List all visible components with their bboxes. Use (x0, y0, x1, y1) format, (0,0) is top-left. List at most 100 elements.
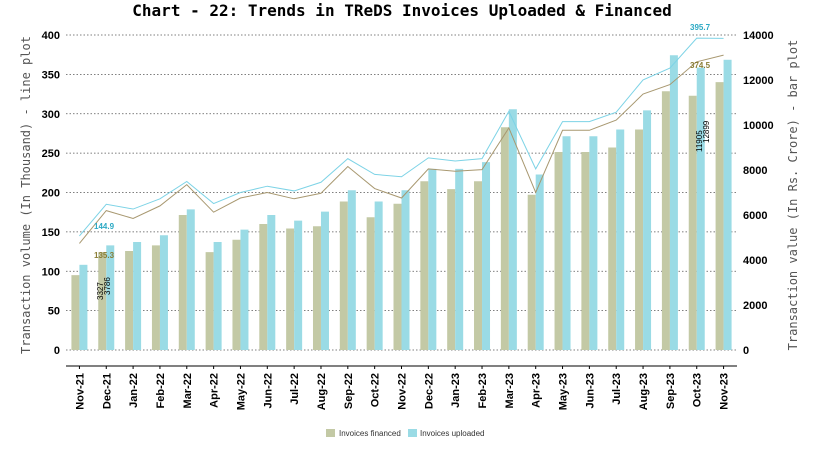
x-tick-label: Oct-22 (370, 373, 382, 407)
bar-financed (232, 239, 241, 350)
bar-layer (71, 55, 732, 351)
bar-uploaded (669, 55, 678, 350)
bar-uploaded (374, 201, 383, 350)
x-tick-label: Jan-23 (450, 373, 462, 408)
x-tick-label: Jan-22 (128, 373, 140, 408)
y-right-tick-label: 4000 (743, 255, 767, 267)
y-left-tick-label: 200 (42, 188, 60, 200)
y-right-tick-label: 6000 (743, 210, 767, 222)
bar-uploaded (643, 110, 652, 350)
last-line-financed-label: 374.5 (690, 61, 711, 70)
bar-uploaded (535, 174, 544, 350)
bar-financed (688, 95, 697, 350)
bar-financed (259, 224, 268, 350)
first-line-financed-label: 135.3 (94, 251, 115, 260)
bar-financed (500, 127, 509, 350)
bar-uploaded (106, 245, 115, 350)
legend-swatch-uploaded (408, 429, 417, 437)
bar-financed (151, 245, 160, 350)
bar-uploaded (455, 168, 464, 350)
x-tick-label: Apr-23 (531, 373, 543, 408)
x-tick-label: Apr-22 (209, 373, 221, 408)
y-left-tick-label: 100 (42, 266, 60, 278)
bar-uploaded (159, 235, 168, 350)
bar-uploaded (616, 129, 625, 350)
y-right-tick-label: 10000 (743, 120, 774, 132)
x-tick-label: Feb-22 (155, 373, 167, 408)
bar-financed (205, 252, 214, 350)
bar-financed (393, 203, 402, 350)
last-bar-uploaded-label: 12899 (702, 120, 711, 143)
x-tick-label: Feb-23 (477, 373, 489, 408)
first-line-uploaded-label: 144.9 (94, 222, 115, 231)
bar-uploaded (723, 59, 732, 351)
y-axis-right-title: Transaction value (In Rs. Crore) - bar p… (786, 40, 800, 351)
bar-uploaded (428, 168, 437, 350)
x-tick-label: May-22 (235, 373, 247, 410)
bar-financed (715, 82, 724, 350)
y-axis-left-title: Transaction volume (In Thousand) - line … (19, 36, 33, 354)
bar-financed (125, 251, 134, 350)
bar-uploaded (347, 190, 356, 350)
bar-financed (178, 215, 187, 350)
y-left-tick-label: 400 (42, 30, 60, 42)
x-tick-label: Jun-23 (584, 373, 596, 408)
x-tick-label: Aug-23 (638, 373, 650, 410)
bar-financed (661, 91, 670, 350)
bar-financed (635, 129, 644, 350)
bar-uploaded (482, 162, 491, 350)
legend-label-uploaded: Invoices uploaded (420, 429, 485, 438)
bar-financed (554, 152, 563, 350)
legend-label-financed: Invoices financed (339, 429, 401, 438)
x-tick-label: Dec-21 (101, 373, 113, 409)
legend-swatch-financed (326, 429, 335, 437)
chart-title: Chart - 22: Trends in TReDS Invoices Upl… (132, 1, 671, 20)
bar-uploaded (267, 215, 276, 350)
x-tick-label: Mar-22 (182, 373, 194, 408)
first-bar-financed-label: 3327 (96, 282, 105, 300)
x-tick-label: Mar-23 (504, 373, 516, 408)
last-line-uploaded-label: 395.7 (690, 23, 711, 32)
bar-financed (420, 181, 429, 350)
x-tick-label: Aug-22 (316, 373, 328, 410)
line-series-financed (79, 54, 724, 244)
bar-uploaded (589, 136, 598, 350)
legend: Invoices financed Invoices uploaded (326, 429, 485, 438)
bar-financed (339, 201, 348, 350)
bar-uploaded (294, 220, 303, 350)
x-tick-label: Sep-23 (665, 373, 677, 409)
bar-financed (366, 217, 375, 350)
bar-uploaded (508, 109, 517, 350)
y-right-tick-label: 14000 (743, 30, 774, 42)
x-tick-label: Nov-22 (397, 373, 409, 410)
y-left-tick-label: 150 (42, 227, 60, 239)
axis-layer: 0501001502002503003504000200040006000800… (42, 30, 774, 410)
bar-uploaded (562, 136, 571, 350)
x-tick-label: Jun-22 (262, 373, 274, 408)
x-tick-label: Sep-22 (343, 373, 355, 409)
bar-financed (312, 226, 321, 350)
y-right-tick-label: 8000 (743, 165, 767, 177)
bar-financed (527, 194, 536, 350)
y-left-tick-label: 0 (54, 345, 60, 357)
y-left-tick-label: 250 (42, 148, 60, 160)
bar-uploaded (401, 190, 410, 350)
bar-financed (286, 228, 295, 350)
y-right-tick-label: 2000 (743, 300, 767, 312)
y-left-tick-label: 50 (48, 306, 60, 318)
x-tick-label: Jul-22 (289, 373, 301, 405)
bar-financed (71, 275, 80, 350)
line-series-uploaded (79, 37, 724, 237)
y-right-tick-label: 0 (743, 345, 749, 357)
x-tick-label: Oct-23 (692, 373, 704, 407)
y-left-tick-label: 350 (42, 69, 60, 81)
y-right-tick-label: 12000 (743, 75, 774, 87)
bar-uploaded (186, 209, 195, 350)
x-tick-label: Nov-23 (719, 373, 731, 410)
bar-uploaded (133, 242, 142, 350)
x-tick-label: Jul-23 (611, 373, 623, 405)
last-bar-financed-label: 11905 (695, 130, 704, 152)
y-left-tick-label: 300 (42, 109, 60, 121)
